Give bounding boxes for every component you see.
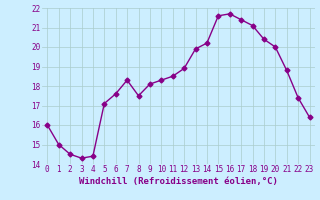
X-axis label: Windchill (Refroidissement éolien,°C): Windchill (Refroidissement éolien,°C) bbox=[79, 177, 278, 186]
